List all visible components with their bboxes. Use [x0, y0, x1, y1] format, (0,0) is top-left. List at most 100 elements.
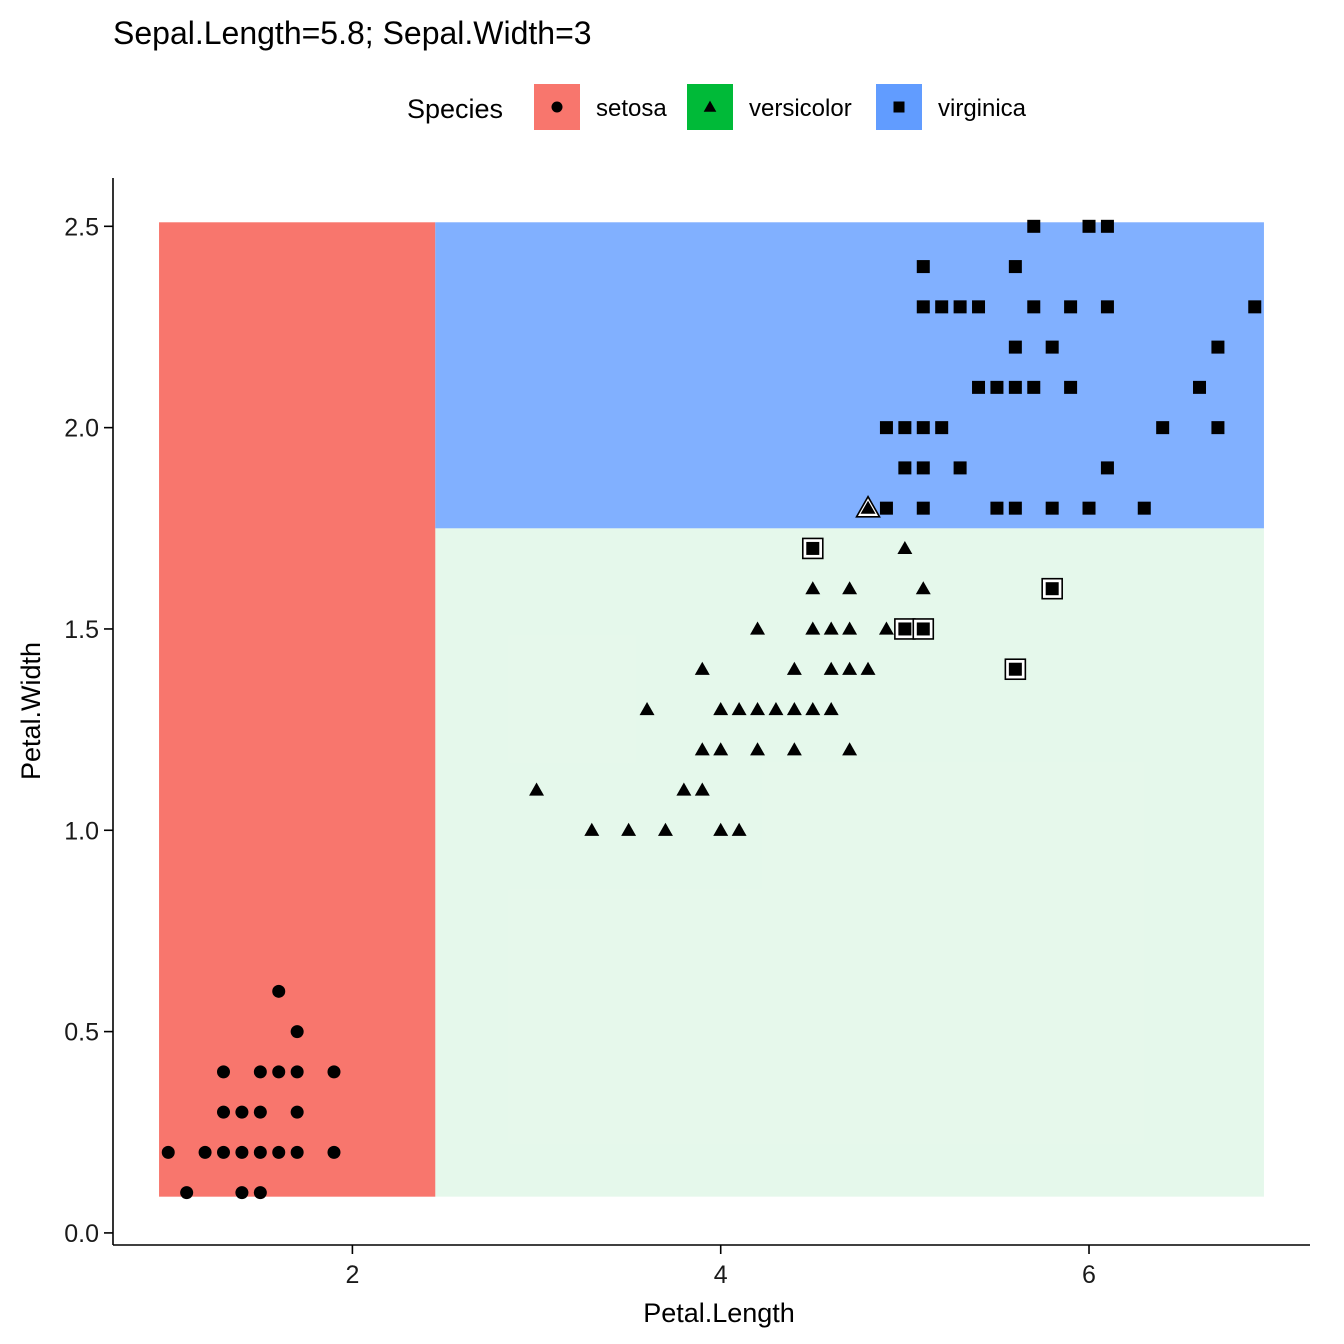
point-virginica	[935, 300, 949, 314]
point-versicolor	[805, 581, 821, 595]
point-virginica	[898, 622, 912, 636]
point-versicolor	[897, 540, 913, 555]
point-versicolor	[731, 702, 747, 716]
point-virginica	[1211, 421, 1225, 435]
point-versicolor	[915, 581, 931, 595]
point-versicolor	[694, 661, 710, 675]
point-setosa	[327, 1065, 341, 1079]
y-tick-label: 2.5	[64, 213, 99, 241]
point-virginica	[1100, 461, 1114, 475]
point-virginica	[1082, 219, 1096, 233]
legend-symbol-setosa	[551, 101, 563, 113]
point-versicolor	[713, 822, 729, 836]
x-tick-label: 6	[1082, 1261, 1096, 1289]
point-versicolor	[823, 661, 839, 675]
point-versicolor	[842, 661, 858, 675]
legend-label: versicolor	[749, 95, 852, 122]
point-versicolor	[805, 621, 821, 635]
legend-item-setosa: setosa	[534, 84, 667, 130]
x-axis-title: Petal.Length	[643, 1298, 795, 1328]
point-setosa	[216, 1105, 230, 1119]
chart-title: Sepal.Length=5.8; Sepal.Width=3	[113, 15, 592, 51]
point-setosa	[235, 1145, 249, 1159]
point-versicolor	[768, 702, 784, 716]
point-setosa	[290, 1145, 304, 1159]
point-versicolor	[786, 702, 802, 716]
point-virginica	[879, 501, 893, 515]
legend: Species setosa versicolor virginica	[407, 84, 1027, 130]
point-virginica	[1137, 501, 1151, 515]
region-virginica	[435, 222, 1264, 529]
region-setosa	[159, 222, 436, 1197]
legend-item-versicolor: versicolor	[687, 84, 852, 130]
point-virginica	[916, 622, 930, 636]
y-tick-label: 1.0	[64, 817, 99, 845]
point-setosa	[327, 1145, 341, 1159]
axes: 2 4 6 0.0 0.5 1.0 1.5 2.0 2.5	[64, 178, 1310, 1289]
point-virginica	[1008, 340, 1022, 354]
point-versicolor	[529, 782, 545, 796]
point-versicolor	[860, 500, 876, 514]
region-versicolor	[435, 528, 1264, 1197]
point-versicolor	[694, 782, 710, 796]
point-versicolor	[860, 661, 876, 675]
point-virginica	[879, 421, 893, 435]
point-versicolor	[584, 822, 600, 836]
point-virginica	[953, 300, 967, 314]
point-virginica	[990, 380, 1004, 394]
point-virginica	[916, 501, 930, 515]
point-virginica	[898, 461, 912, 475]
point-versicolor	[786, 742, 802, 756]
point-virginica	[1045, 501, 1059, 515]
point-versicolor	[842, 621, 858, 635]
point-virginica	[1045, 582, 1059, 596]
legend-symbol-virginica	[893, 101, 905, 113]
point-setosa	[235, 1105, 249, 1119]
point-virginica	[1193, 380, 1207, 394]
point-setosa	[216, 1065, 230, 1079]
y-tick-label: 2.0	[64, 415, 99, 443]
x-tick-label: 2	[345, 1261, 359, 1289]
legend-label: setosa	[596, 95, 667, 122]
point-setosa	[161, 1145, 175, 1159]
point-virginica	[1008, 501, 1022, 515]
point-versicolor	[657, 822, 673, 836]
y-axis-title: Petal.Width	[16, 642, 46, 780]
point-setosa	[253, 1186, 267, 1200]
point-versicolor	[750, 621, 766, 635]
point-virginica	[1027, 219, 1041, 233]
point-virginica	[916, 421, 930, 435]
point-virginica	[935, 421, 949, 435]
point-virginica	[1082, 501, 1096, 515]
point-virginica	[1027, 300, 1041, 314]
point-versicolor	[731, 822, 747, 836]
point-versicolor	[878, 621, 894, 635]
point-virginica	[1008, 380, 1022, 394]
legend-label: virginica	[938, 95, 1027, 122]
point-virginica	[1064, 300, 1078, 314]
point-versicolor	[842, 742, 858, 756]
point-setosa	[290, 1025, 304, 1039]
point-setosa	[272, 1065, 286, 1079]
y-tick-label: 1.5	[64, 616, 99, 644]
point-setosa	[290, 1065, 304, 1079]
point-versicolor	[786, 661, 802, 675]
point-virginica	[1100, 219, 1114, 233]
point-setosa	[235, 1186, 249, 1200]
point-setosa	[253, 1065, 267, 1079]
data-points	[161, 219, 1262, 1200]
point-virginica	[1008, 260, 1022, 274]
point-versicolor	[823, 621, 839, 635]
point-virginica	[898, 421, 912, 435]
legend-title: Species	[407, 94, 503, 124]
point-setosa	[216, 1145, 230, 1159]
point-virginica	[1027, 380, 1041, 394]
point-virginica	[1156, 421, 1170, 435]
point-versicolor	[713, 742, 729, 756]
point-versicolor	[694, 742, 710, 756]
legend-item-virginica: virginica	[876, 84, 1027, 130]
point-versicolor	[805, 702, 821, 716]
point-virginica	[1248, 300, 1262, 314]
y-tick-label: 0.0	[64, 1220, 99, 1248]
